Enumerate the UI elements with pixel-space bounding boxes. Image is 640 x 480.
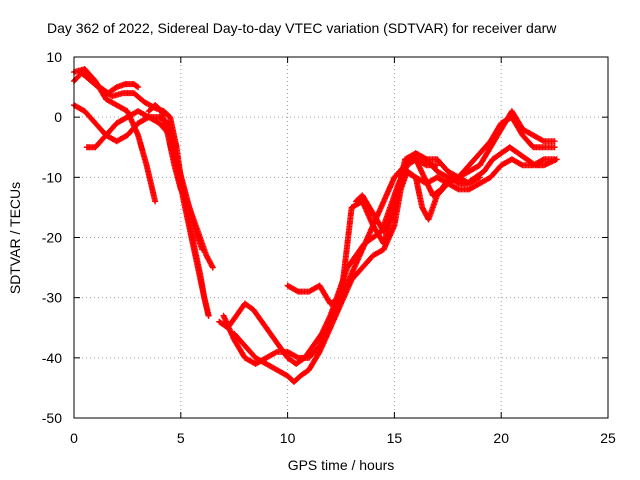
y-ticks: 10 0 -10 -20 -30 -40 -50 [42,49,608,426]
data-marks [71,66,560,385]
series-sat-l [402,168,483,223]
y-axis-label: SDTVAR / TECUs [7,182,23,294]
y-tick-label: 0 [54,109,62,125]
x-tick-label: 25 [600,430,616,446]
data-point [551,144,558,151]
data-point [205,312,212,319]
data-point [209,264,216,271]
series-sat-h [220,156,441,367]
data-point [553,156,560,163]
data-point [134,83,141,90]
y-tick-label: -40 [42,350,62,366]
series-sat-f [145,102,216,271]
series-sat-j [352,114,558,235]
y-tick-label: -20 [42,230,62,246]
y-tick-label: -30 [42,290,62,306]
data-point [476,174,483,181]
series-sat-c [77,69,212,319]
series-sat-k [216,144,560,367]
data-point [135,84,142,91]
x-tick-label: 10 [280,430,296,446]
y-tick-label: 10 [46,49,62,65]
x-tick-label: 5 [177,430,185,446]
x-axis-label: GPS time / hours [288,457,395,473]
x-ticks: 0 5 10 15 20 25 [70,57,616,446]
y-tick-label: -50 [42,410,62,426]
x-tick-label: 15 [387,430,403,446]
data-point [551,138,558,145]
grid [74,57,608,418]
y-tick-label: -10 [42,169,62,185]
data-point [152,198,159,205]
x-tick-label: 0 [70,430,78,446]
x-tick-label: 20 [493,430,509,446]
chart-title: Day 362 of 2022, Sidereal Day-to-day VTE… [47,20,557,36]
